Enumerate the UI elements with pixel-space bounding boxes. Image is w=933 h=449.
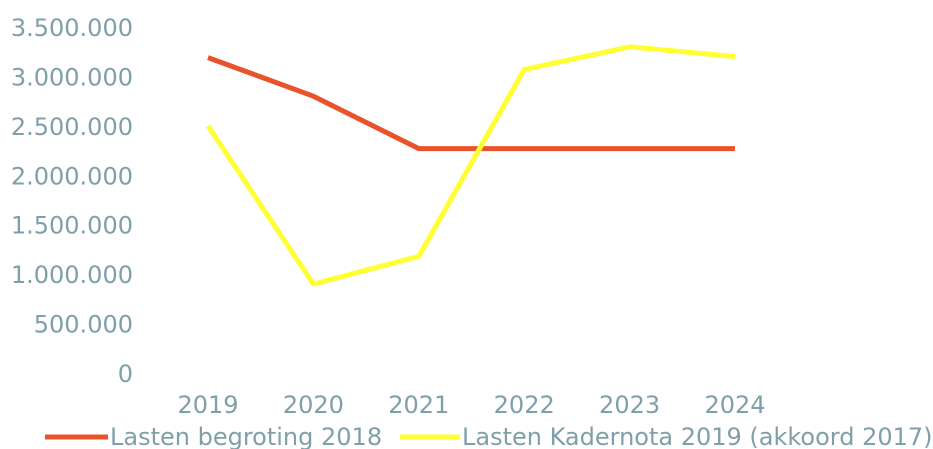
y-tick-label: 1.000.000 <box>11 261 133 289</box>
x-axis-ticks: 2019 2020 2021 2022 2023 2024 <box>177 391 765 419</box>
y-tick-label: 2.000.000 <box>11 162 133 190</box>
legend-item: Lasten Kadernota 2019 (akkoord 2017) <box>400 423 933 449</box>
y-tick-label: 3.500.000 <box>11 14 133 42</box>
y-tick-label: 2.500.000 <box>11 113 133 141</box>
series-line-0 <box>207 55 735 152</box>
series-lines <box>205 44 736 287</box>
x-tick-label: 2019 <box>177 391 238 419</box>
y-tick-label: 1.500.000 <box>11 212 133 240</box>
series-line-1 <box>205 44 736 287</box>
legend: Lasten begroting 2018 Lasten Kadernota 20… <box>45 423 933 449</box>
legend-label: Lasten Kadernota 2019 (akkoord 2017) <box>462 423 933 449</box>
x-tick-label: 2021 <box>388 391 449 419</box>
x-tick-label: 2023 <box>599 391 660 419</box>
y-axis-ticks: 3.500.000 3.000.000 2.500.000 2.000.000 1.50… <box>11 14 133 388</box>
y-tick-label: 0 <box>118 360 133 388</box>
y-tick-label: 500.000 <box>34 311 133 339</box>
legend-item: Lasten begroting 2018 <box>45 423 382 449</box>
x-tick-label: 2022 <box>494 391 555 419</box>
x-tick-label: 2020 <box>283 391 344 419</box>
x-tick-label: 2024 <box>704 391 765 419</box>
legend-label: Lasten begroting 2018 <box>110 423 382 449</box>
y-tick-label: 3.000.000 <box>11 63 133 91</box>
